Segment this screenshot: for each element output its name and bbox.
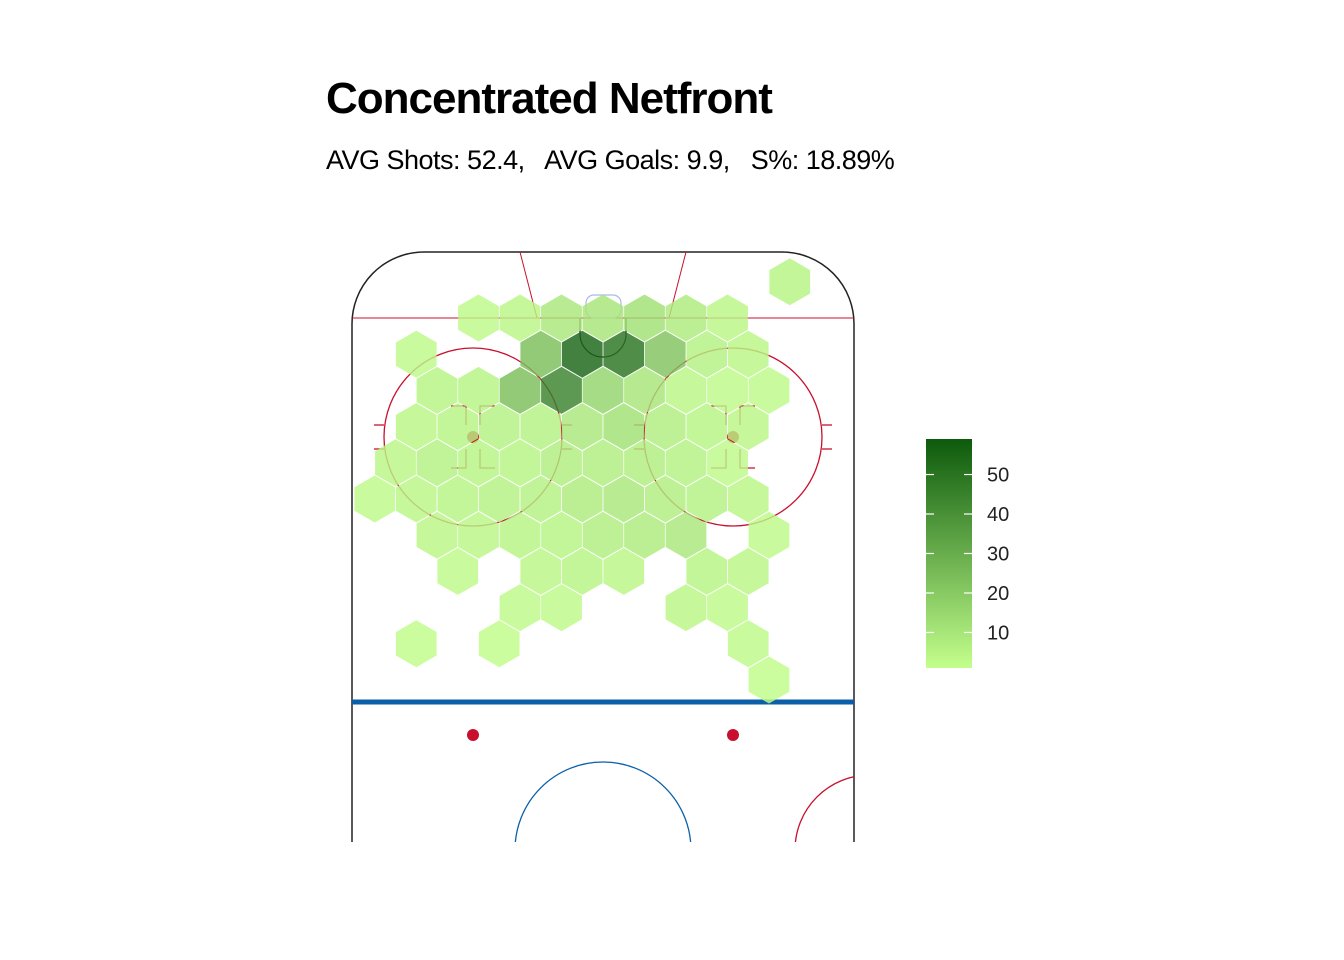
hex-cell bbox=[541, 439, 582, 487]
hex-cell bbox=[541, 584, 582, 632]
hex-cell bbox=[624, 366, 665, 414]
hex-cell bbox=[478, 475, 520, 523]
hex-cell bbox=[395, 620, 437, 668]
hex-cell bbox=[707, 294, 748, 342]
hex-cell bbox=[561, 547, 603, 595]
hex-cell bbox=[665, 511, 707, 559]
hex-cell bbox=[499, 584, 541, 632]
colorbar-tick-label: 50 bbox=[987, 465, 1009, 487]
hex-cell bbox=[644, 475, 686, 523]
hex-cell bbox=[582, 294, 624, 342]
hex-cell bbox=[375, 439, 416, 487]
hex-cell bbox=[686, 547, 728, 595]
hex-cell bbox=[727, 547, 769, 595]
hex-cell bbox=[686, 330, 728, 378]
colorbar-tick-label: 20 bbox=[987, 583, 1009, 605]
hex-cell bbox=[727, 475, 769, 523]
hex-cell bbox=[707, 366, 748, 414]
hex-cell bbox=[520, 475, 562, 523]
hex-cell bbox=[603, 330, 645, 378]
hex-cell bbox=[727, 330, 769, 378]
hex-cell bbox=[727, 403, 769, 451]
hex-cell bbox=[499, 439, 541, 487]
hex-cell bbox=[665, 366, 707, 414]
center-ice-circle bbox=[514, 761, 692, 842]
hex-cell bbox=[665, 294, 707, 342]
hex-cell bbox=[541, 294, 582, 342]
neutral-dot-left bbox=[467, 729, 479, 741]
hex-cell bbox=[395, 330, 437, 378]
hex-cell bbox=[727, 620, 769, 668]
hex-cell bbox=[520, 403, 562, 451]
rink-boards bbox=[351, 251, 855, 842]
hex-cell bbox=[520, 547, 562, 595]
hex-cell bbox=[603, 403, 645, 451]
hex-cell bbox=[541, 366, 582, 414]
hex-cell bbox=[769, 258, 811, 306]
hex-cell bbox=[499, 294, 541, 342]
colorbar-tick-label: 40 bbox=[987, 504, 1009, 526]
hex-cell bbox=[748, 366, 790, 414]
hex-cell bbox=[603, 547, 645, 595]
hex-cell bbox=[541, 511, 582, 559]
hex-cell bbox=[458, 511, 499, 559]
hexbin-layer bbox=[354, 258, 811, 704]
hex-cell bbox=[748, 511, 790, 559]
hex-cell bbox=[748, 656, 790, 704]
chart-title: Concentrated Netfront bbox=[326, 74, 773, 123]
hex-cell bbox=[520, 330, 562, 378]
colorbar-tick-label: 30 bbox=[987, 544, 1009, 566]
colorbar-legend: 10 20 30 40 50 bbox=[926, 439, 1009, 668]
hex-cell bbox=[499, 366, 541, 414]
hex-cell bbox=[686, 403, 728, 451]
hex-cell bbox=[561, 475, 603, 523]
hex-cell bbox=[707, 584, 748, 632]
hex-cell bbox=[395, 475, 437, 523]
hex-cell bbox=[437, 475, 479, 523]
hex-cell bbox=[665, 584, 707, 632]
hex-cell bbox=[478, 403, 520, 451]
colorbar-tick-label: 10 bbox=[987, 622, 1009, 644]
neutral-dot-right bbox=[727, 729, 739, 741]
hex-cell bbox=[624, 294, 665, 342]
hex-cell bbox=[458, 366, 499, 414]
hex-cell bbox=[478, 620, 520, 668]
hex-cell bbox=[582, 511, 624, 559]
hex-cell bbox=[624, 439, 665, 487]
hex-cell bbox=[561, 403, 603, 451]
hex-cell bbox=[437, 403, 479, 451]
hex-cell bbox=[416, 366, 458, 414]
hex-cell bbox=[624, 511, 665, 559]
hex-cell bbox=[582, 366, 624, 414]
hex-cell bbox=[458, 294, 499, 342]
chart-subtitle: AVG Shots: 52.4, AVG Goals: 9.9, S%: 18.… bbox=[326, 145, 895, 175]
hex-cell bbox=[665, 439, 707, 487]
hex-cell bbox=[603, 475, 645, 523]
hex-cell bbox=[644, 403, 686, 451]
hex-cell bbox=[416, 439, 458, 487]
neutral-zone-circle-right bbox=[794, 774, 855, 842]
hex-cell bbox=[416, 511, 458, 559]
hex-cell bbox=[458, 439, 499, 487]
hex-cell bbox=[707, 439, 748, 487]
hex-cell bbox=[644, 330, 686, 378]
hex-cell bbox=[395, 403, 437, 451]
hex-cell bbox=[582, 439, 624, 487]
hex-cell bbox=[499, 511, 541, 559]
hex-cell bbox=[686, 475, 728, 523]
hex-cell bbox=[354, 475, 396, 523]
hex-cell bbox=[437, 547, 479, 595]
hex-cell bbox=[561, 330, 603, 378]
